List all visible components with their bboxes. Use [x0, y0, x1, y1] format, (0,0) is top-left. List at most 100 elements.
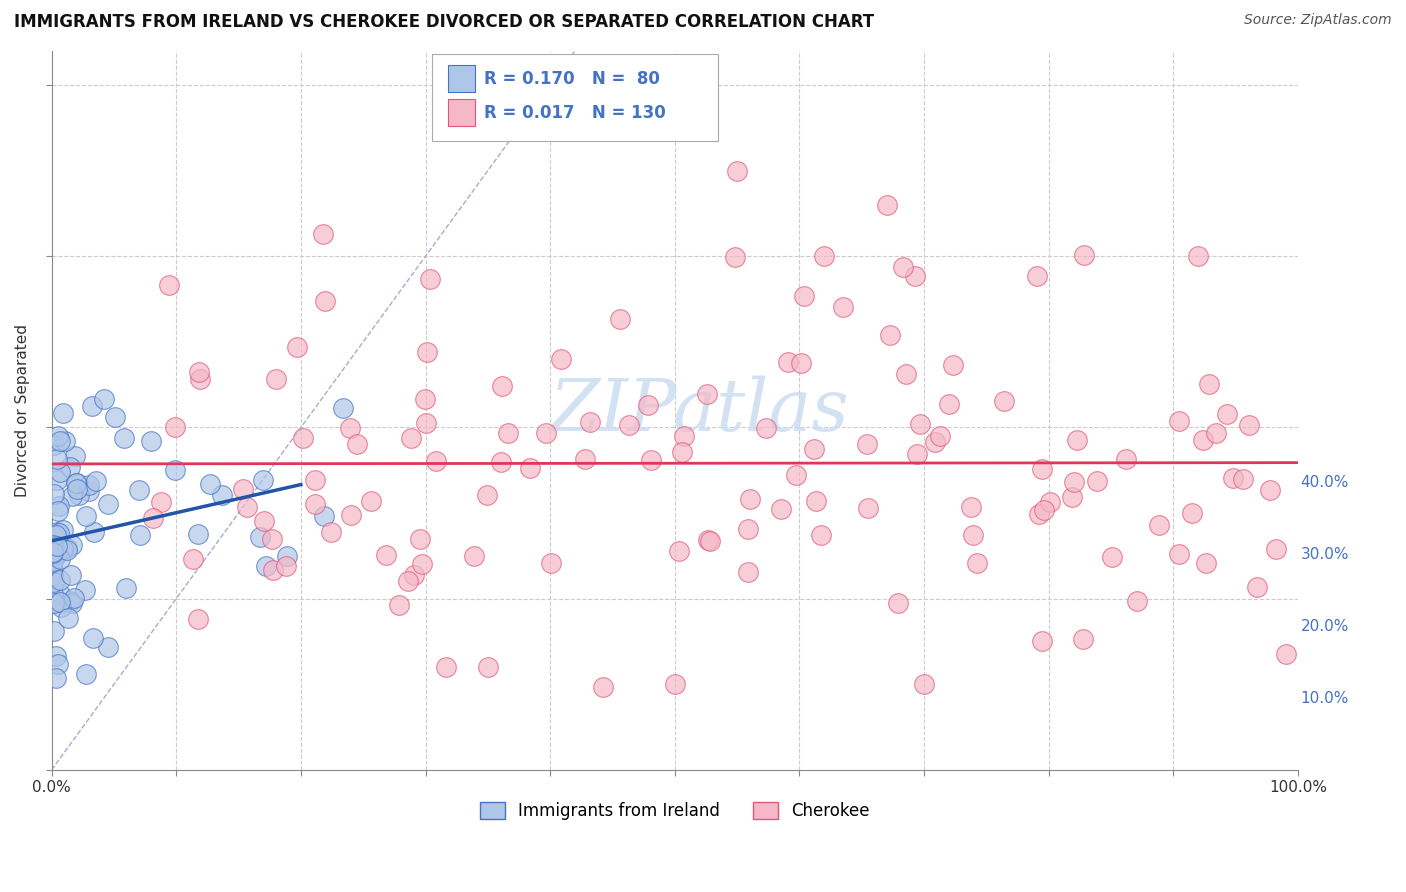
Point: [346, 437, 368, 451]
Point: [540, 556, 562, 570]
Point: [45, 548, 67, 562]
Point: [1062, 490, 1084, 504]
Point: [966, 556, 988, 570]
Point: [60, 489, 83, 503]
Point: [519, 461, 541, 475]
Point: [187, 365, 209, 379]
Point: [1028, 507, 1050, 521]
Point: [42, 587, 65, 601]
Point: [42, 564, 65, 578]
Point: [908, 417, 931, 432]
Point: [46, 452, 69, 467]
Point: [97, 640, 120, 654]
Point: [993, 394, 1015, 409]
Point: [188, 371, 211, 385]
Point: [59, 460, 82, 475]
Point: [396, 574, 419, 589]
Point: [668, 543, 690, 558]
Point: [46, 428, 69, 442]
Point: [929, 429, 952, 443]
Point: [1031, 462, 1053, 476]
Point: [59, 594, 82, 608]
Point: [56, 541, 79, 556]
Point: [274, 558, 297, 573]
Point: [291, 431, 314, 445]
Point: [1101, 550, 1123, 565]
Point: [579, 415, 602, 429]
Point: [1039, 495, 1062, 509]
Point: [1246, 580, 1268, 594]
Point: [45, 648, 67, 663]
Point: [1071, 632, 1094, 647]
Point: [314, 508, 336, 523]
Point: [97, 498, 120, 512]
Point: [1232, 472, 1254, 486]
Point: [165, 463, 187, 477]
Point: [45, 528, 67, 542]
Point: [671, 445, 693, 459]
Text: 20.0%: 20.0%: [1301, 619, 1348, 633]
Point: [163, 419, 186, 434]
Point: [477, 660, 499, 674]
Point: [1125, 594, 1147, 608]
Point: [262, 563, 284, 577]
Point: [42, 554, 65, 568]
Point: [619, 418, 641, 433]
Point: [785, 468, 807, 483]
Point: [187, 527, 209, 541]
Point: [52, 523, 75, 537]
Point: [813, 249, 835, 263]
Point: [725, 163, 748, 178]
Point: [66, 482, 89, 496]
Point: [319, 524, 342, 539]
Point: [1192, 434, 1215, 448]
Point: [236, 500, 259, 515]
Point: [399, 431, 422, 445]
Point: [924, 435, 946, 450]
Point: [63, 449, 86, 463]
Point: [1258, 483, 1281, 497]
Point: [84, 474, 107, 488]
Point: [475, 488, 498, 502]
Point: [672, 429, 695, 443]
Point: [416, 344, 439, 359]
Point: [894, 368, 917, 382]
Text: 40.0%: 40.0%: [1301, 475, 1348, 490]
Point: [42, 538, 65, 552]
Point: [65, 475, 87, 490]
Point: [1187, 249, 1209, 263]
Point: [332, 401, 354, 415]
Point: [402, 568, 425, 582]
Point: [139, 434, 162, 448]
Point: [42, 545, 65, 559]
Point: [724, 250, 747, 264]
Point: [1025, 269, 1047, 284]
Point: [42, 568, 65, 582]
Point: [792, 289, 814, 303]
Point: [737, 522, 759, 536]
Text: IMMIGRANTS FROM IRELAND VS CHEROKEE DIVORCED OR SEPARATED CORRELATION CHART: IMMIGRANTS FROM IRELAND VS CHEROKEE DIVO…: [14, 13, 875, 31]
Point: [804, 494, 827, 508]
Point: [415, 392, 437, 407]
Point: [409, 533, 432, 547]
Point: [62, 538, 84, 552]
Point: [56, 543, 79, 558]
Point: [856, 436, 879, 450]
Point: [959, 500, 981, 514]
Point: [187, 612, 209, 626]
Point: [44, 624, 66, 639]
Point: [80, 399, 103, 413]
Point: [904, 269, 927, 284]
Point: [42, 437, 65, 451]
Point: [46, 539, 69, 553]
Point: [339, 421, 361, 435]
Point: [52, 541, 75, 556]
Text: ZIPatlas: ZIPatlas: [550, 375, 849, 446]
Point: [938, 397, 960, 411]
Point: [49, 465, 72, 479]
Point: [264, 371, 287, 385]
Point: [53, 434, 76, 448]
Point: [463, 549, 485, 564]
Point: [77, 483, 100, 498]
Point: [49, 551, 72, 566]
